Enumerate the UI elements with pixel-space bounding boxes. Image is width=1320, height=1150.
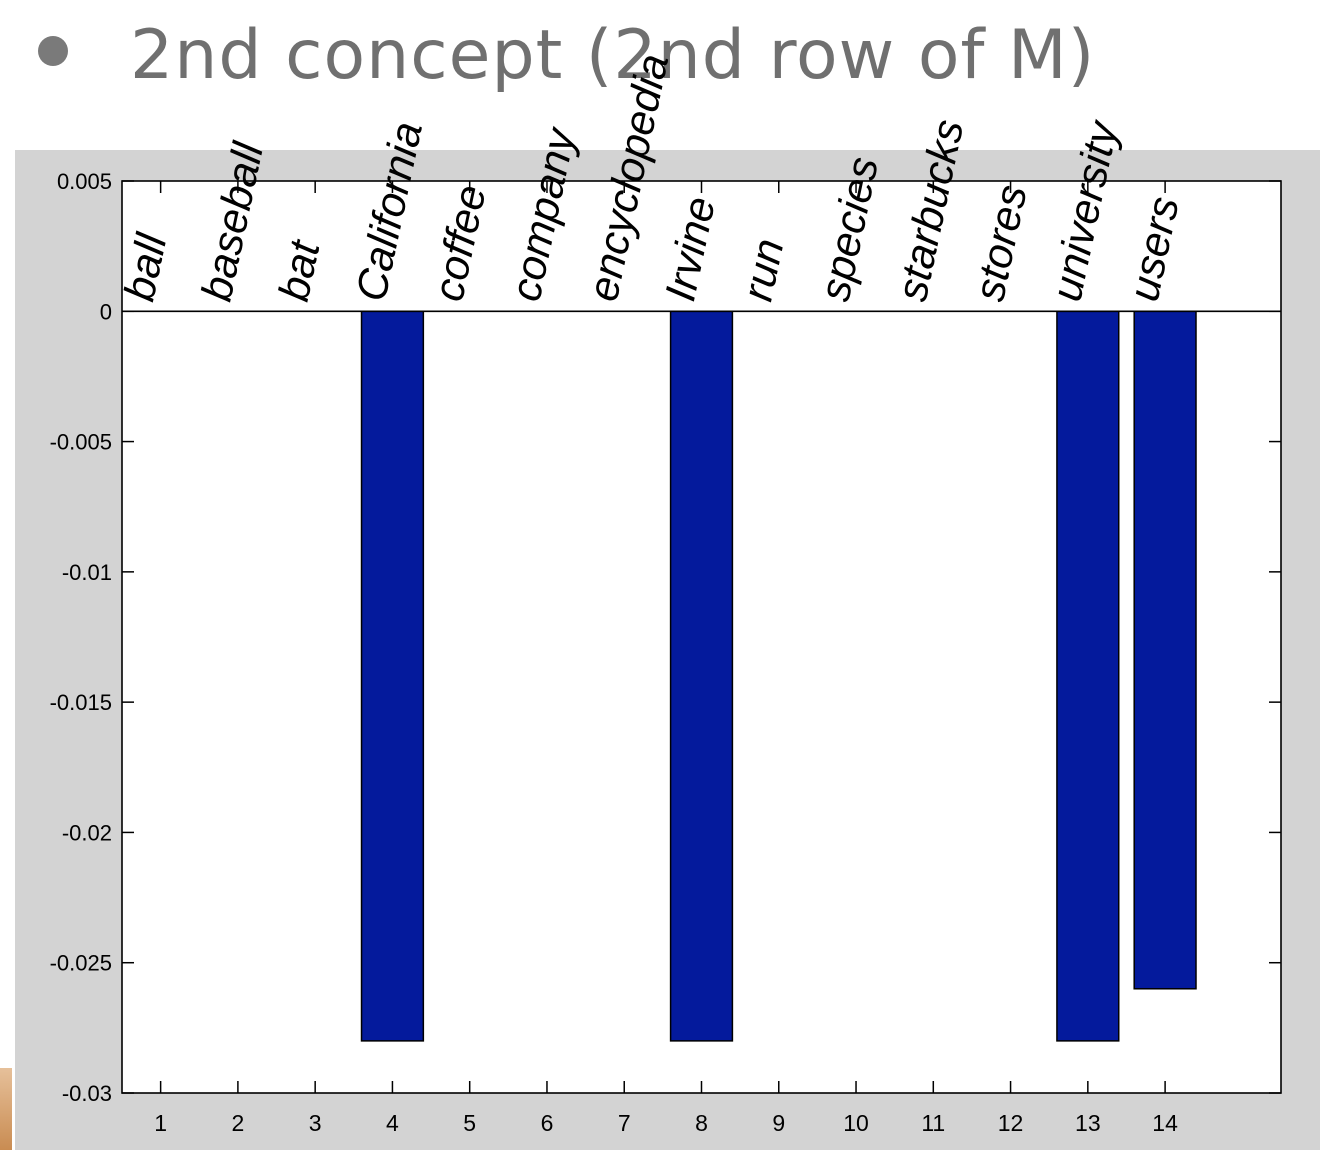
x-tick-label: 1 <box>154 1110 167 1136</box>
x-tick-label: 3 <box>309 1110 322 1136</box>
x-tick-labels: 1 2 3 4 5 6 7 8 9 10 11 12 13 14 <box>154 1110 1178 1136</box>
y-tick-label: -0.005 <box>50 430 112 455</box>
y-tick-label: -0.03 <box>62 1081 112 1106</box>
bar-California <box>360 310 425 1042</box>
bars <box>360 310 1197 1042</box>
y-tick-labels: 0.005 0 -0.005 -0.01 -0.015 -0.02 -0.025 -0.03 <box>50 169 112 1106</box>
slide-title-text: 2nd concept (2nd row of M) <box>130 15 1096 95</box>
y-tick-label: -0.015 <box>50 690 112 715</box>
y-tick-label: 0.005 <box>57 169 112 194</box>
x-tick-label: 11 <box>921 1110 945 1136</box>
x-tick-label: 9 <box>772 1110 785 1136</box>
y-tick-label: -0.025 <box>50 951 112 976</box>
bar-users <box>1133 310 1197 990</box>
x-tick-label: 13 <box>1075 1110 1101 1136</box>
y-tick-label: -0.01 <box>62 560 112 585</box>
x-tick-label: 8 <box>695 1110 708 1136</box>
bullet-icon <box>38 36 68 66</box>
slide-title: 2nd concept (2nd row of M) <box>38 0 1318 110</box>
bar-university <box>1056 310 1120 1042</box>
x-tick-label: 10 <box>843 1110 869 1136</box>
y-tick-label: -0.02 <box>62 820 112 845</box>
x-tick-label: 2 <box>232 1110 245 1136</box>
x-tick-label: 5 <box>463 1110 476 1136</box>
bar-Irvine <box>669 310 734 1042</box>
x-tick-label: 14 <box>1152 1110 1178 1136</box>
x-tick-label: 4 <box>386 1110 399 1136</box>
x-tick-label: 12 <box>998 1110 1024 1136</box>
ticks <box>122 180 1281 1094</box>
y-tick-label: 0 <box>100 299 112 324</box>
x-tick-label: 6 <box>541 1110 554 1136</box>
x-tick-label: 7 <box>618 1110 631 1136</box>
decorative-strip <box>0 1068 12 1150</box>
